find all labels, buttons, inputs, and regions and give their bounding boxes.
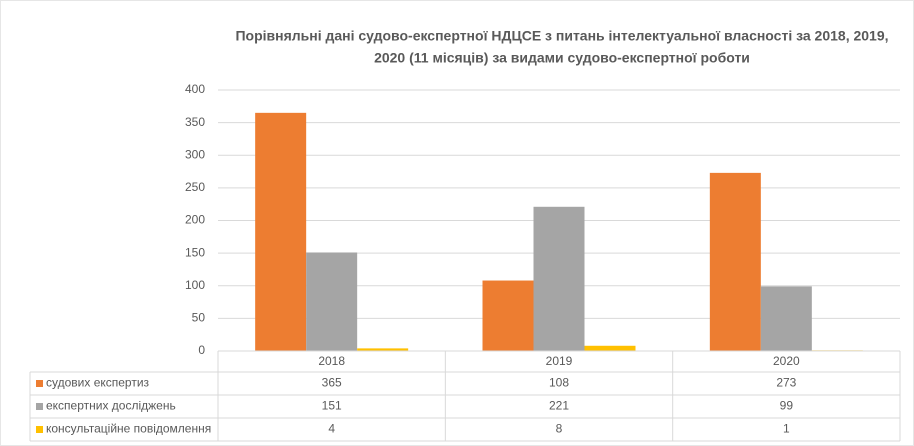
legend-label: консультаційне повідомлення — [46, 422, 211, 436]
table-value: 8 — [556, 422, 563, 436]
chart-title: Порівняльні дані судово-експертної НДЦСЕ… — [235, 28, 888, 44]
table-value: 99 — [780, 399, 794, 413]
y-tick-label: 350 — [185, 115, 205, 129]
table-value: 1 — [783, 422, 790, 436]
y-tick-label: 400 — [185, 82, 205, 96]
y-tick-label: 100 — [185, 278, 205, 292]
bar — [357, 348, 409, 351]
legend-label: експертних досліджень — [46, 399, 176, 413]
table-value: 108 — [549, 376, 569, 390]
bar — [584, 345, 636, 351]
x-tick-label: 2020 — [773, 354, 800, 368]
table-value: 221 — [549, 399, 569, 413]
bar — [760, 286, 812, 351]
legend-label: судових експертиз — [46, 376, 150, 390]
table-value: 4 — [328, 422, 335, 436]
legend-swatch — [36, 380, 43, 387]
bar — [482, 280, 534, 351]
y-tick-label: 50 — [192, 311, 206, 325]
table-value: 273 — [776, 376, 796, 390]
table-value: 151 — [322, 399, 342, 413]
y-tick-label: 0 — [198, 343, 205, 357]
y-tick-label: 300 — [185, 147, 205, 161]
x-tick-label: 2019 — [546, 354, 573, 368]
legend-swatch — [36, 403, 43, 410]
chart-title: 2020 (11 місяців) за видами судово-експе… — [374, 50, 750, 66]
x-tick-label: 2018 — [318, 354, 345, 368]
bar — [709, 172, 761, 351]
table-value: 365 — [322, 376, 342, 390]
bar — [306, 252, 358, 351]
bar — [255, 112, 307, 352]
bar — [533, 206, 585, 351]
y-tick-label: 200 — [185, 213, 205, 227]
legend-swatch — [36, 426, 43, 433]
y-tick-label: 250 — [185, 180, 205, 194]
y-tick-label: 150 — [185, 245, 205, 259]
